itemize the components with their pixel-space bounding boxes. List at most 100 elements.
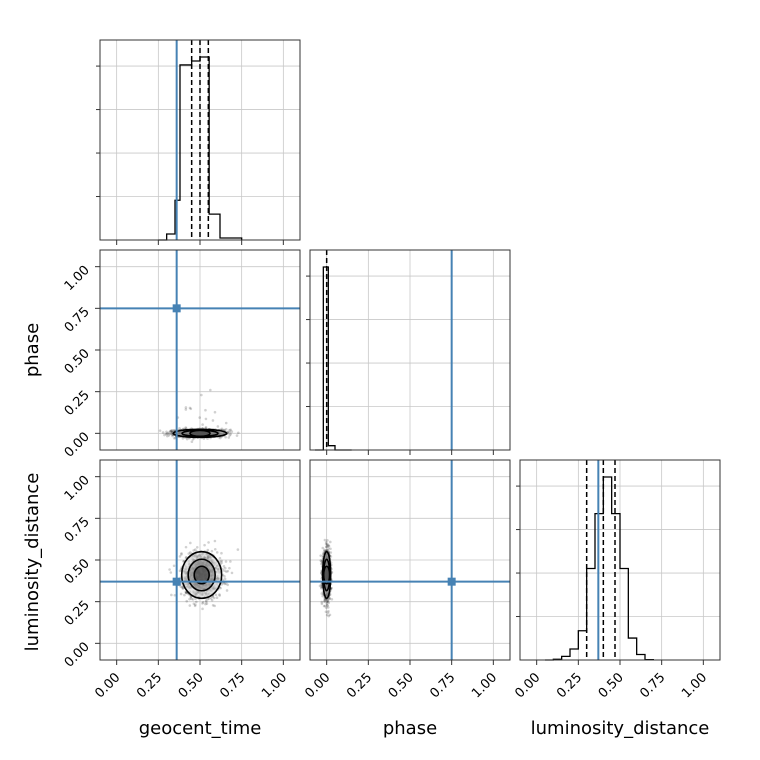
- sample-point: [192, 602, 196, 606]
- sample-point: [318, 584, 322, 588]
- sample-point: [190, 597, 193, 601]
- sample-point: [188, 604, 192, 607]
- sample-point: [224, 560, 228, 563]
- sample-point: [325, 548, 328, 552]
- xtick-label: 1.00: [469, 670, 500, 701]
- sample-point: [326, 600, 330, 604]
- sample-point: [319, 586, 323, 590]
- sample-point: [170, 432, 173, 436]
- sample-point: [201, 601, 205, 604]
- xtick-label: 0.75: [637, 670, 668, 701]
- sample-point: [213, 547, 217, 551]
- sample-point: [178, 555, 182, 558]
- sample-point: [191, 438, 195, 441]
- xtick-label: 0.25: [344, 670, 375, 701]
- sample-point: [211, 603, 215, 607]
- sample-point: [326, 611, 330, 615]
- sample-point: [325, 600, 329, 604]
- sample-point: [223, 582, 227, 586]
- sample-point: [320, 585, 323, 589]
- sample-point: [229, 428, 232, 432]
- sample-point: [184, 406, 188, 409]
- sample-point: [178, 569, 182, 573]
- sample-point: [327, 544, 331, 548]
- sample-point: [226, 430, 230, 434]
- sample-point: [222, 565, 226, 568]
- panel-geocent_time-vs-phase: [99, 249, 301, 451]
- sample-point: [218, 436, 222, 440]
- ytick-label: 0.00: [62, 430, 93, 461]
- sample-point: [324, 541, 328, 544]
- sample-point: [326, 606, 330, 609]
- xtick-label: 0.75: [427, 670, 458, 701]
- sample-point: [320, 592, 324, 595]
- sample-point: [188, 597, 191, 601]
- sample-point: [204, 408, 207, 412]
- sample-point: [189, 541, 192, 545]
- sample-point: [158, 429, 162, 432]
- sample-point: [172, 428, 176, 432]
- sample-point: [184, 426, 188, 429]
- sample-point: [168, 432, 172, 436]
- sample-point: [189, 595, 193, 599]
- sample-point: [325, 602, 329, 605]
- sample-point: [184, 545, 188, 549]
- sample-point: [320, 560, 323, 563]
- sample-point: [204, 602, 207, 606]
- sample-point: [181, 587, 185, 590]
- truth-marker: [172, 304, 181, 313]
- samples: [158, 388, 240, 444]
- sample-point: [218, 593, 221, 596]
- sample-point: [325, 543, 329, 547]
- sample-point: [326, 544, 330, 548]
- panel-geocent_time-vs-luminosity_distance: [99, 459, 301, 661]
- sample-point: [184, 591, 188, 595]
- sample-point: [325, 613, 329, 617]
- xtick-label: 0.75: [217, 670, 248, 701]
- sample-point: [326, 598, 330, 602]
- sample-point: [228, 430, 231, 434]
- xtick-label: 0.00: [302, 670, 333, 701]
- xtick-label: 0.50: [386, 670, 417, 701]
- density-contour-2: [193, 565, 210, 585]
- sample-point: [185, 591, 188, 595]
- sample-point: [181, 437, 185, 440]
- sample-point: [220, 551, 223, 555]
- sample-point: [195, 600, 198, 604]
- truth-marker: [447, 577, 456, 586]
- sample-point: [185, 437, 189, 441]
- xtick-label: 0.25: [134, 670, 165, 701]
- sample-point: [166, 432, 170, 435]
- ylabel-luminosity-distance: luminosity_distance: [22, 473, 43, 652]
- sample-point: [203, 543, 206, 547]
- sample-point: [330, 586, 334, 590]
- sample-point: [330, 598, 334, 601]
- sample-point: [323, 604, 327, 608]
- sample-point: [325, 545, 328, 549]
- sample-point: [198, 416, 202, 419]
- panel-phase-hist: [306, 249, 511, 451]
- sample-point: [223, 569, 226, 573]
- ytick-label: 1.00: [62, 263, 93, 294]
- sample-point: [220, 561, 223, 565]
- sample-point: [169, 430, 173, 433]
- sample-point: [237, 431, 240, 435]
- sample-point: [218, 556, 222, 560]
- sample-point: [229, 560, 232, 563]
- xtick-label: 0.00: [512, 670, 543, 701]
- ylabel-phase: phase: [22, 323, 43, 377]
- sample-point: [321, 546, 325, 550]
- sample-point: [236, 548, 240, 551]
- sample-point: [180, 552, 183, 555]
- sample-point: [220, 559, 224, 563]
- xtick-label: 1.00: [679, 670, 710, 701]
- sample-point: [168, 568, 171, 571]
- ytick-label: 0.25: [62, 388, 93, 419]
- sample-point: [167, 431, 171, 434]
- sample-point: [184, 408, 188, 411]
- samples: [168, 539, 240, 611]
- sample-point: [229, 432, 232, 436]
- ytick-label: 1.00: [62, 473, 93, 504]
- sample-point: [205, 602, 209, 605]
